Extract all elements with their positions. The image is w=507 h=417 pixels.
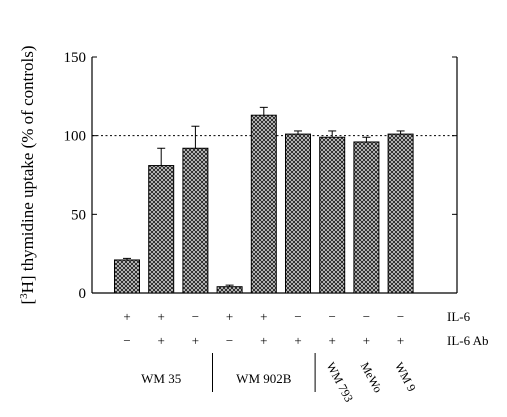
condition-label: IL-6 Ab: [447, 333, 489, 348]
group-labels: WM 35 WM 902B WM 793 MeWo WM 9: [141, 353, 419, 404]
bar: [250, 114, 277, 294]
condition-label: IL-6: [447, 309, 471, 324]
condition-sign: +: [226, 309, 233, 324]
condition-sign: −: [294, 309, 301, 324]
bar: [387, 133, 414, 294]
bar: [319, 136, 346, 294]
bar: [182, 147, 209, 294]
condition-sign: −: [123, 333, 130, 348]
condition-sign: −: [363, 309, 370, 324]
condition-table: + + − + + − − − − IL-6 − + + − + + + + + IL-6 Ab: [123, 309, 488, 348]
bars: [114, 106, 414, 294]
condition-sign: +: [329, 333, 336, 348]
condition-sign: +: [260, 309, 267, 324]
cell-line-label: WM 793: [324, 360, 357, 405]
y-ticks: 0 50 100 150: [64, 50, 457, 302]
bar: [353, 141, 380, 294]
bar: [216, 286, 243, 294]
y-tick-label: 0: [79, 286, 87, 302]
condition-sign: −: [397, 309, 404, 324]
condition-sign: +: [397, 333, 404, 348]
cell-line-label: WM 9: [392, 360, 419, 394]
y-tick-label: 100: [64, 129, 87, 145]
condition-sign: +: [294, 333, 301, 348]
condition-sign: +: [260, 333, 267, 348]
condition-sign: −: [329, 309, 336, 324]
y-tick-label: 50: [71, 207, 86, 223]
condition-sign: +: [158, 333, 165, 348]
y-tick-label: 150: [64, 50, 87, 66]
condition-sign: −: [192, 309, 199, 324]
bar: [148, 165, 175, 294]
ylabel-suffix: H] thymidine uptake (% of controls): [18, 45, 37, 293]
condition-sign: +: [363, 333, 370, 348]
bar: [114, 259, 140, 294]
bar: [285, 133, 311, 294]
y-axis-label: [3H] thymidine uptake (% of controls): [18, 45, 37, 304]
condition-sign: −: [226, 333, 233, 348]
ylabel-prefix: [: [18, 299, 37, 305]
ylabel-superscript: 3: [18, 293, 30, 299]
condition-sign: +: [123, 309, 130, 324]
condition-sign: +: [158, 309, 165, 324]
cell-line-label: MeWo: [358, 360, 386, 395]
condition-sign: +: [192, 333, 199, 348]
group-label: WM 35: [141, 371, 181, 386]
group-label: WM 902B: [236, 371, 292, 386]
